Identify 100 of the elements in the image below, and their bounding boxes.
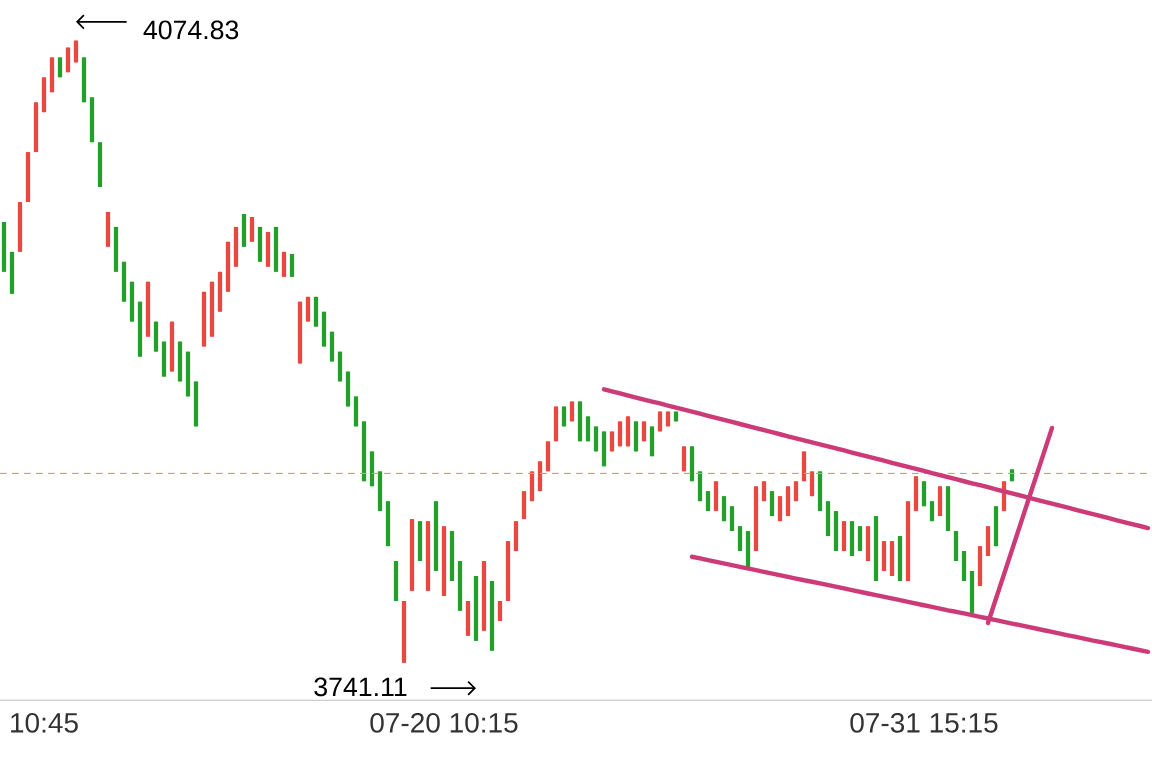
candlestick <box>489 580 495 652</box>
candlestick <box>457 560 463 612</box>
candlestick <box>249 216 255 243</box>
candlestick <box>377 470 383 512</box>
candlestick <box>393 560 399 602</box>
candlestick <box>337 351 343 383</box>
candlestick <box>329 331 335 363</box>
candlestick <box>217 271 223 313</box>
candlestick <box>777 495 783 522</box>
candlestick <box>25 151 31 203</box>
candlestick <box>753 485 759 552</box>
candlestick <box>521 490 527 520</box>
candlestick <box>841 520 847 552</box>
candlestick <box>449 531 455 582</box>
candlestick <box>113 226 119 273</box>
candlestick <box>57 56 63 78</box>
candlestick <box>481 560 487 632</box>
candlestick <box>233 226 239 268</box>
candlestick <box>1 221 7 273</box>
candlestick <box>473 575 479 642</box>
candlestick <box>921 480 927 507</box>
candlestick <box>529 470 535 502</box>
candlestick <box>937 485 943 517</box>
candlestick <box>177 340 183 383</box>
candlestick <box>73 39 79 63</box>
candlestick <box>553 405 559 442</box>
candlestick <box>297 301 303 365</box>
candlestick <box>537 460 543 492</box>
candlestick <box>465 600 471 637</box>
candlestick <box>801 450 807 482</box>
candlestick <box>153 321 159 353</box>
candlestick <box>689 445 695 482</box>
candlestick <box>17 201 23 253</box>
candlestick <box>321 311 327 348</box>
candlestick <box>9 251 15 295</box>
candlestick <box>121 261 127 303</box>
candlestick <box>641 420 647 442</box>
candlestick <box>137 301 143 358</box>
candlestick <box>201 291 207 348</box>
candlestick <box>49 56 55 93</box>
candlestick <box>409 518 415 592</box>
candlestick <box>945 485 951 532</box>
candlestick <box>737 525 743 552</box>
candlestick <box>313 296 319 328</box>
candlestick <box>601 430 607 467</box>
candlestick <box>33 101 39 153</box>
candlestick <box>657 410 663 433</box>
candlestick <box>209 281 215 338</box>
candlestick <box>417 520 423 562</box>
x-tick-label: 07-31 15:15 <box>850 712 998 733</box>
candlestick <box>129 281 135 323</box>
candlestick <box>721 495 727 522</box>
candlestick <box>145 281 151 338</box>
candlestick <box>793 480 799 502</box>
candlestick <box>185 351 191 397</box>
candlestick <box>849 520 855 557</box>
candlestick <box>625 415 631 447</box>
candlestick <box>361 420 367 482</box>
candlestick <box>105 211 111 248</box>
x-tick-label: 10:45 <box>11 712 78 733</box>
candlestick <box>969 570 975 614</box>
candlestick <box>585 415 591 442</box>
candlestick <box>593 425 599 452</box>
candlestick <box>41 76 47 113</box>
candlestick <box>569 400 575 422</box>
candlestick <box>609 430 615 452</box>
candlestick <box>745 531 751 568</box>
candlestick <box>241 213 247 248</box>
candlestick <box>577 400 583 442</box>
candlestick <box>425 520 431 592</box>
candlestick <box>161 340 167 378</box>
candlestick <box>857 525 863 552</box>
candlestick <box>961 550 967 582</box>
candlestick <box>985 525 991 557</box>
candlestick <box>561 405 567 428</box>
candlestick <box>873 515 879 582</box>
candlestick <box>497 600 503 622</box>
candlestick <box>865 525 871 562</box>
candlestick <box>345 370 351 408</box>
candlestick <box>369 450 375 487</box>
candlestick <box>825 500 831 537</box>
candlestick <box>889 540 895 577</box>
candlestick <box>913 475 919 512</box>
candlestick <box>769 490 775 517</box>
candlestick <box>273 226 279 273</box>
candlestick <box>809 470 815 497</box>
candlestick <box>193 380 199 428</box>
x-tick-label: 07-20 10:15 <box>370 712 518 733</box>
candlestick <box>401 600 407 664</box>
candlestick <box>713 480 719 512</box>
candlestick <box>993 505 999 547</box>
candlestick <box>225 241 231 293</box>
candlestick <box>977 545 983 587</box>
candlestick <box>729 505 735 532</box>
candlestick <box>681 445 687 472</box>
candlestick <box>881 540 887 572</box>
candlestick <box>89 96 95 143</box>
candlestick <box>617 420 623 447</box>
candlestick <box>953 531 959 562</box>
candlestick <box>257 226 263 263</box>
